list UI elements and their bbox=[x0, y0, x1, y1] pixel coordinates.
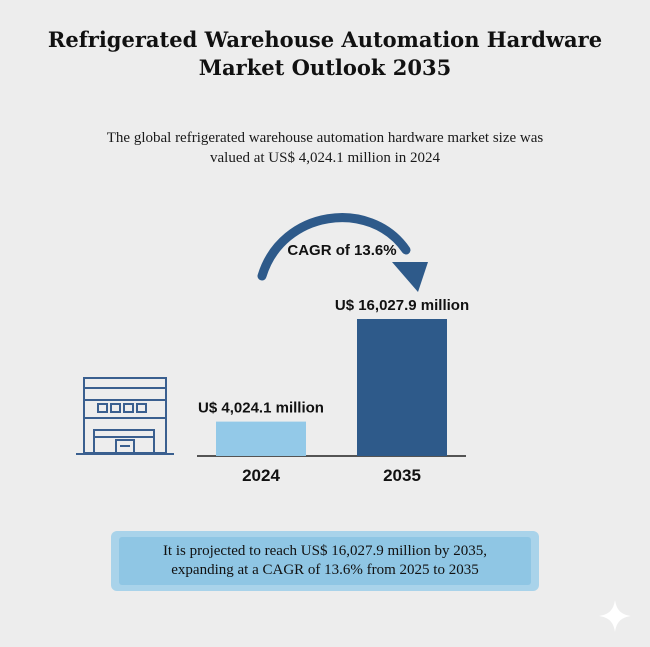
cagr-annotation: CAGR of 13.6% bbox=[287, 242, 396, 259]
category-label-2024: 2024 bbox=[242, 466, 280, 485]
projection-callout: It is projected to reach US$ 16,027.9 mi… bbox=[111, 531, 539, 591]
warehouse-icon bbox=[76, 377, 174, 455]
summary-text: The global refrigerated warehouse automa… bbox=[40, 128, 610, 168]
category-label-2035: 2035 bbox=[383, 466, 421, 485]
projection-callout-body: It is projected to reach US$ 16,027.9 mi… bbox=[119, 537, 531, 585]
bar-chart: CAGR of 13.6% U$ 4,024.1 million U$ 16,0… bbox=[76, 213, 469, 485]
cagr-arrow bbox=[257, 213, 411, 281]
bar-2024 bbox=[216, 421, 306, 456]
bar-2035 bbox=[357, 319, 447, 456]
projection-line-1: It is projected to reach US$ 16,027.9 mi… bbox=[162, 543, 488, 559]
data-label-2024: U$ 4,024.1 million bbox=[198, 400, 324, 417]
data-label-2035: U$ 16,027.9 million bbox=[335, 297, 469, 314]
summary-line-1: The global refrigerated warehouse automa… bbox=[106, 130, 544, 146]
page-title: Refrigerated Warehouse Automation Hardwa… bbox=[0, 26, 650, 82]
title-line-2: Market Outlook 2035 bbox=[198, 55, 452, 80]
summary-line-2: valued at US$ 4,024.1 million in 2024 bbox=[210, 150, 440, 166]
title-line-1: Refrigerated Warehouse Automation Hardwa… bbox=[47, 27, 603, 52]
sparkle-icon bbox=[599, 600, 631, 632]
cagr-arrowhead bbox=[392, 262, 428, 292]
projection-line-2: expanding at a CAGR of 13.6% from 2025 t… bbox=[171, 562, 479, 578]
